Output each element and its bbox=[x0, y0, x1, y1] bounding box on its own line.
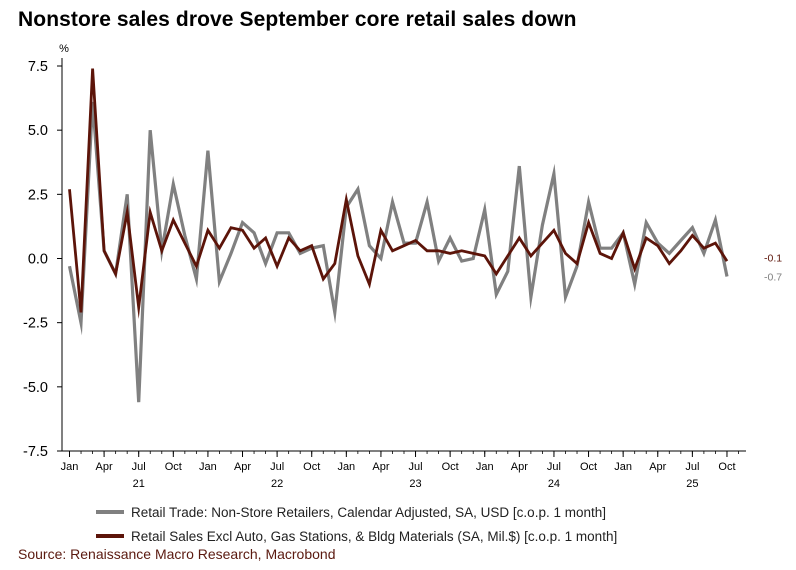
y-tick-label: -2.5 bbox=[23, 316, 48, 332]
x-tick-label: Apr bbox=[511, 461, 528, 473]
x-tick-label: Oct bbox=[442, 461, 459, 473]
series-line-0 bbox=[67, 101, 729, 403]
legend-swatch-core-retail bbox=[96, 534, 124, 538]
x-year-label: 25 bbox=[686, 478, 698, 490]
x-tick-label: Jul bbox=[132, 461, 146, 473]
x-tick-label: Apr bbox=[234, 461, 251, 473]
x-tick-label: Oct bbox=[580, 461, 597, 473]
x-tick-label: Oct bbox=[165, 461, 182, 473]
y-tick-label: 2.5 bbox=[28, 187, 48, 203]
x-tick-label: Jan bbox=[337, 461, 355, 473]
legend-item-core-retail: Retail Sales Excl Auto, Gas Stations, & … bbox=[96, 524, 617, 548]
x-tick-label: Jan bbox=[614, 461, 632, 473]
x-tick-label: Jul bbox=[547, 461, 561, 473]
y-axis-unit-label: % bbox=[59, 43, 69, 55]
x-tick-label: Jul bbox=[270, 461, 284, 473]
series-end-label-0: -0.1 bbox=[764, 253, 782, 265]
y-tick-label: -5.0 bbox=[23, 380, 48, 396]
x-tick-label: Apr bbox=[649, 461, 666, 473]
x-tick-label: Oct bbox=[718, 461, 735, 473]
x-tick-label: Oct bbox=[303, 461, 320, 473]
legend-item-nonstore: Retail Trade: Non-Store Retailers, Calen… bbox=[96, 500, 617, 524]
x-tick-label: Apr bbox=[96, 461, 113, 473]
x-tick-label: Apr bbox=[372, 461, 389, 473]
x-tick-label: Jan bbox=[476, 461, 494, 473]
x-year-label: 21 bbox=[133, 478, 145, 490]
legend-label-nonstore: Retail Trade: Non-Store Retailers, Calen… bbox=[131, 504, 606, 520]
chart-title: Nonstore sales drove September core reta… bbox=[18, 8, 577, 31]
legend-label-core-retail: Retail Sales Excl Auto, Gas Stations, & … bbox=[131, 528, 618, 544]
x-tick-label: Jul bbox=[409, 461, 423, 473]
x-tick-label: Jan bbox=[199, 461, 217, 473]
x-year-label: 24 bbox=[548, 478, 560, 490]
series-end-label-1: -0.7 bbox=[764, 272, 782, 284]
series-line-1 bbox=[68, 68, 729, 319]
x-tick-label: Jul bbox=[685, 461, 699, 473]
legend-swatch-nonstore bbox=[96, 510, 124, 514]
y-tick-label: 7.5 bbox=[28, 59, 48, 75]
source-note: Source: Renaissance Macro Research, Macr… bbox=[18, 546, 336, 562]
x-tick-label: Jan bbox=[61, 461, 79, 473]
y-tick-label: -7.5 bbox=[23, 444, 48, 460]
chart-legend: Retail Trade: Non-Store Retailers, Calen… bbox=[96, 500, 617, 548]
y-tick-label: 5.0 bbox=[28, 123, 48, 139]
x-year-label: 23 bbox=[409, 478, 421, 490]
y-tick-label: 0.0 bbox=[28, 252, 48, 268]
x-year-label: 22 bbox=[271, 478, 283, 490]
